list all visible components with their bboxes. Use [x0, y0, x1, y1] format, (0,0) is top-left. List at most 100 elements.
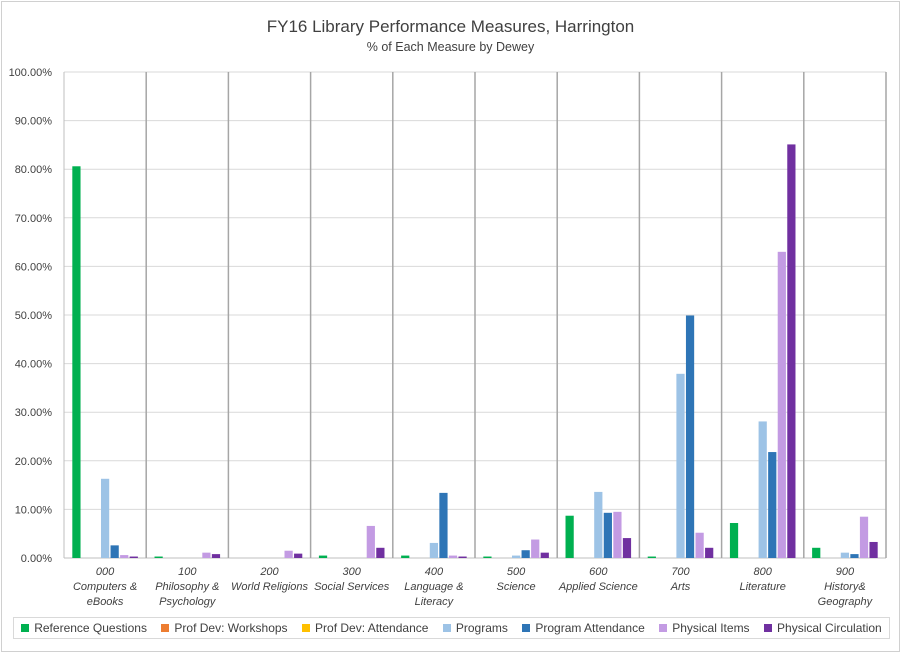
bar	[401, 555, 410, 558]
legend-item: Reference Questions	[21, 621, 147, 635]
bar	[366, 525, 375, 558]
bar	[100, 478, 110, 558]
bar	[110, 545, 119, 558]
legend-label: Prof Dev: Workshops	[174, 621, 288, 635]
legend-swatch	[522, 624, 531, 632]
bar	[448, 555, 458, 558]
bar	[840, 552, 850, 558]
x-category-label: 500	[507, 566, 526, 578]
x-category-label: 700	[671, 566, 690, 578]
bar	[768, 452, 777, 558]
y-tick-label: 10.00%	[15, 504, 53, 516]
bar	[129, 556, 138, 558]
y-tick-label: 70.00%	[15, 213, 53, 225]
bar	[202, 552, 211, 558]
x-category-label: Science	[497, 581, 536, 593]
x-category-label: Psychology	[159, 596, 217, 608]
legend-swatch	[302, 624, 311, 632]
bar	[787, 144, 796, 558]
bar	[603, 512, 612, 558]
y-tick-label: 80.00%	[15, 164, 53, 176]
bar	[859, 516, 869, 558]
bar	[594, 491, 603, 558]
legend-label: Prof Dev: Attendance	[315, 621, 429, 635]
y-tick-label: 20.00%	[15, 456, 53, 468]
bar	[72, 166, 81, 558]
bar	[812, 547, 821, 558]
y-tick-label: 90.00%	[15, 116, 53, 128]
legend-item: Physical Items	[659, 621, 750, 635]
legend-item: Physical Circulation	[764, 621, 882, 635]
x-category-label: Literature	[739, 581, 785, 593]
bar	[565, 515, 574, 558]
x-category-label: 300	[343, 566, 362, 578]
x-category-label: 200	[259, 566, 279, 578]
x-category-label: Philosophy &	[155, 581, 219, 593]
bar	[511, 555, 521, 558]
y-tick-label: 50.00%	[15, 310, 53, 322]
bar	[376, 547, 385, 558]
y-tick-label: 100.00%	[9, 67, 53, 79]
x-category-label: Arts	[670, 581, 691, 593]
bar	[540, 552, 549, 558]
x-category-label: History&	[824, 581, 866, 593]
bar	[154, 556, 163, 558]
y-tick-label: 0.00%	[21, 553, 52, 565]
bar	[676, 373, 685, 558]
bar	[120, 555, 129, 558]
bar	[705, 547, 714, 558]
bar	[531, 539, 540, 558]
bar	[622, 538, 632, 558]
bar	[429, 542, 439, 558]
bar	[758, 421, 767, 558]
bar	[729, 523, 739, 558]
bar	[458, 556, 467, 558]
legend-swatch	[659, 624, 668, 632]
legend-item: Prof Dev: Workshops	[161, 621, 288, 635]
legend-label: Physical Circulation	[777, 621, 882, 635]
x-category-label: 400	[425, 566, 444, 578]
chart-subtitle: % of Each Measure by Dewey	[366, 40, 535, 54]
legend-label: Programs	[455, 621, 508, 635]
bar	[211, 554, 221, 558]
bar	[613, 511, 622, 558]
x-category-label: eBooks	[87, 596, 124, 608]
legend-swatch	[161, 624, 170, 632]
x-category-label: Applied Science	[558, 581, 638, 593]
bar	[483, 556, 492, 558]
legend: Reference Questions Prof Dev: Workshops Pr…	[13, 617, 890, 639]
bar	[869, 541, 878, 558]
legend-label: Physical Items	[672, 621, 750, 635]
legend-swatch	[21, 624, 30, 632]
x-category-label: Computers &	[73, 581, 137, 593]
bar	[695, 532, 704, 558]
x-category-label: 900	[836, 566, 855, 578]
y-tick-label: 40.00%	[15, 359, 53, 371]
plot-area: 0.00% 10.00% 20.00% 30.00% 40.00% 50.00% 60.00…	[9, 67, 887, 608]
legend-label: Program Attendance	[535, 621, 645, 635]
y-tick-label: 30.00%	[15, 407, 53, 419]
x-category-label: 000	[96, 566, 115, 578]
bar	[318, 555, 328, 558]
x-category-label: Geography	[818, 596, 874, 608]
legend-item: Program Attendance	[522, 621, 645, 635]
x-category-label: 800	[754, 566, 773, 578]
legend-swatch	[764, 624, 773, 632]
bar	[284, 550, 293, 558]
bar	[294, 553, 303, 558]
x-category-label: 600	[589, 566, 608, 578]
x-category-label: 100	[178, 566, 197, 578]
legend-item: Programs	[442, 621, 508, 635]
chart-title: FY16 Library Performance Measures, Harri…	[266, 17, 635, 36]
x-category-label: Language &	[404, 581, 463, 593]
bar	[647, 556, 656, 558]
x-category-label: Literacy	[415, 596, 455, 608]
bar	[685, 315, 695, 558]
y-tick-label: 60.00%	[15, 261, 53, 273]
x-category-label: World Religions	[231, 581, 309, 593]
bar	[777, 251, 786, 558]
x-category-label: Social Services	[314, 581, 390, 593]
legend-label: Reference Questions	[34, 621, 147, 635]
legend-item: Prof Dev: Attendance	[302, 621, 428, 635]
